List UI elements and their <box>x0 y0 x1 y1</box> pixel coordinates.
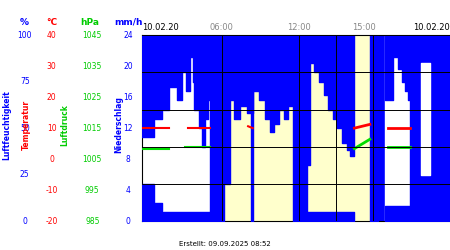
Text: 30: 30 <box>47 62 57 70</box>
Text: hPa: hPa <box>81 18 99 26</box>
Text: Luftfeuchtigkeit: Luftfeuchtigkeit <box>2 90 11 160</box>
Text: 1025: 1025 <box>83 92 102 102</box>
Text: 75: 75 <box>20 77 30 86</box>
Text: 24: 24 <box>123 30 133 40</box>
Text: -10: -10 <box>45 186 58 195</box>
Text: 10.02.20: 10.02.20 <box>413 24 450 32</box>
Text: 16: 16 <box>123 92 133 102</box>
Text: 8: 8 <box>126 155 130 164</box>
Text: 1005: 1005 <box>82 155 102 164</box>
Text: 20: 20 <box>123 62 133 70</box>
Text: 20: 20 <box>47 92 57 102</box>
Text: 1035: 1035 <box>82 62 102 70</box>
Text: 12: 12 <box>123 124 133 132</box>
Text: Erstellt: 09.09.2025 08:52: Erstellt: 09.09.2025 08:52 <box>179 242 271 248</box>
Text: 12:00: 12:00 <box>287 24 311 32</box>
Text: 1045: 1045 <box>82 30 102 40</box>
Text: 985: 985 <box>85 217 99 226</box>
Text: mm/h: mm/h <box>114 18 143 26</box>
Text: Temperatur: Temperatur <box>22 100 31 150</box>
Text: %: % <box>20 18 29 26</box>
Text: 10.02.20: 10.02.20 <box>142 24 179 32</box>
Text: 06:00: 06:00 <box>210 24 234 32</box>
Text: 4: 4 <box>126 186 130 195</box>
Text: 15:00: 15:00 <box>352 24 376 32</box>
Text: 100: 100 <box>18 30 32 40</box>
Text: 1015: 1015 <box>83 124 102 132</box>
Text: -20: -20 <box>45 217 58 226</box>
Text: °C: °C <box>46 18 57 26</box>
Text: Niederschlag: Niederschlag <box>115 96 124 154</box>
Text: 0: 0 <box>126 217 130 226</box>
Text: 25: 25 <box>20 170 30 179</box>
Text: 40: 40 <box>47 30 57 40</box>
Text: Luftdruck: Luftdruck <box>60 104 69 146</box>
Text: 0: 0 <box>50 155 54 164</box>
Text: 995: 995 <box>85 186 99 195</box>
Text: 10: 10 <box>47 124 57 132</box>
Text: 0: 0 <box>22 217 27 226</box>
Text: 50: 50 <box>20 124 30 132</box>
